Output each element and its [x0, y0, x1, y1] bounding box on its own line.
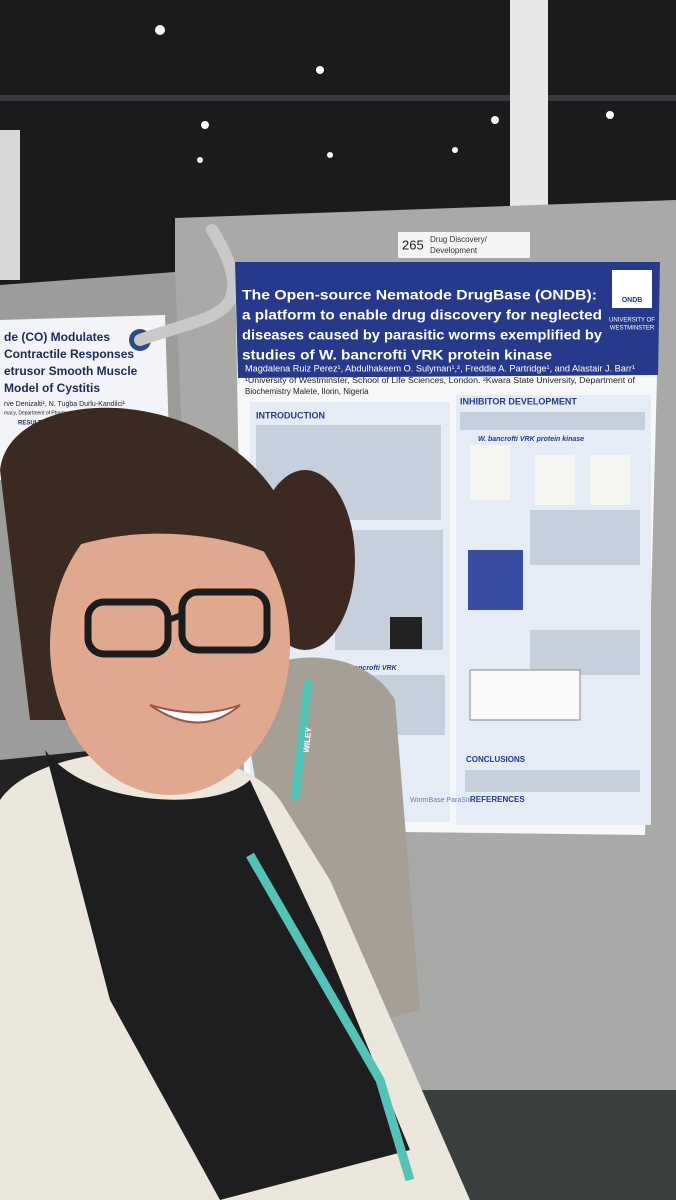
left-poster-heading: RESULTS — [18, 421, 46, 427]
booth-topic: Development — [430, 246, 478, 255]
left-poster-title: Contractile Responses — [4, 347, 134, 361]
poster-authors: Magdalena Ruiz Perez¹, Abdulhakeem O. Su… — [245, 363, 635, 373]
wall-edge — [0, 130, 20, 280]
left-poster-title: Model of Cystitis — [4, 381, 100, 395]
worm-toy — [134, 224, 240, 346]
section-heading: CONCLUSIONS — [466, 755, 526, 764]
poster-title: studies of W. bancrofti VRK protein kina… — [242, 347, 552, 363]
title-banner — [235, 262, 660, 378]
left-poster-title: etrusor Smooth Muscle — [4, 364, 138, 378]
section-heading: INTRODUCTION — [256, 410, 325, 420]
left-poster-title: de (CO) Modulates — [4, 330, 110, 344]
subsection-heading: W. bancrofti VRK — [340, 665, 398, 672]
man-lanyard — [290, 679, 313, 801]
footer-logo: WormBase ParaSite — [410, 797, 473, 804]
section-heading: INHIBITOR DEVELOPMENT — [460, 396, 577, 406]
booth-number: 265 — [402, 237, 424, 252]
subsection-heading: W. bancrofti VRK protein kinase — [478, 436, 584, 443]
ceiling-lights — [155, 25, 614, 163]
pillar — [510, 0, 548, 210]
qr-code — [390, 617, 422, 649]
poster-title: a platform to enable drug discovery for … — [242, 307, 602, 323]
ondb-logo-text: ONDB — [622, 297, 643, 304]
university-name: UNIVERSITY OF — [609, 318, 655, 324]
woman — [0, 407, 470, 1200]
ondb-logo — [612, 270, 652, 308]
protein-figure — [470, 445, 510, 500]
booth-topic: Drug Discovery/ — [430, 235, 488, 244]
poster-title: diseases caused by parasitic worms exemp… — [242, 327, 602, 343]
booth-label — [398, 232, 530, 258]
dose-response-plot — [469, 669, 581, 721]
poster-title: The Open-source Nematode DrugBase (ONDB)… — [242, 287, 597, 303]
section-heading: REFERENCES — [470, 795, 525, 804]
lanyard-text: WILEY — [302, 726, 314, 753]
university-name: WESTMINSTER — [610, 326, 655, 332]
truss — [0, 95, 676, 101]
left-poster-authors: rve Denizalti¹, N. Tugba Durlu-Kandilci¹ — [4, 401, 126, 408]
protein-figure — [535, 455, 575, 505]
poster-affiliation: ¹University of Westminster, School of Li… — [245, 376, 636, 385]
protein-figure — [590, 455, 630, 505]
poster-affiliation: Biochemistry Malete, Ilorin, Nigeria — [245, 387, 369, 396]
gel-image — [468, 550, 523, 610]
